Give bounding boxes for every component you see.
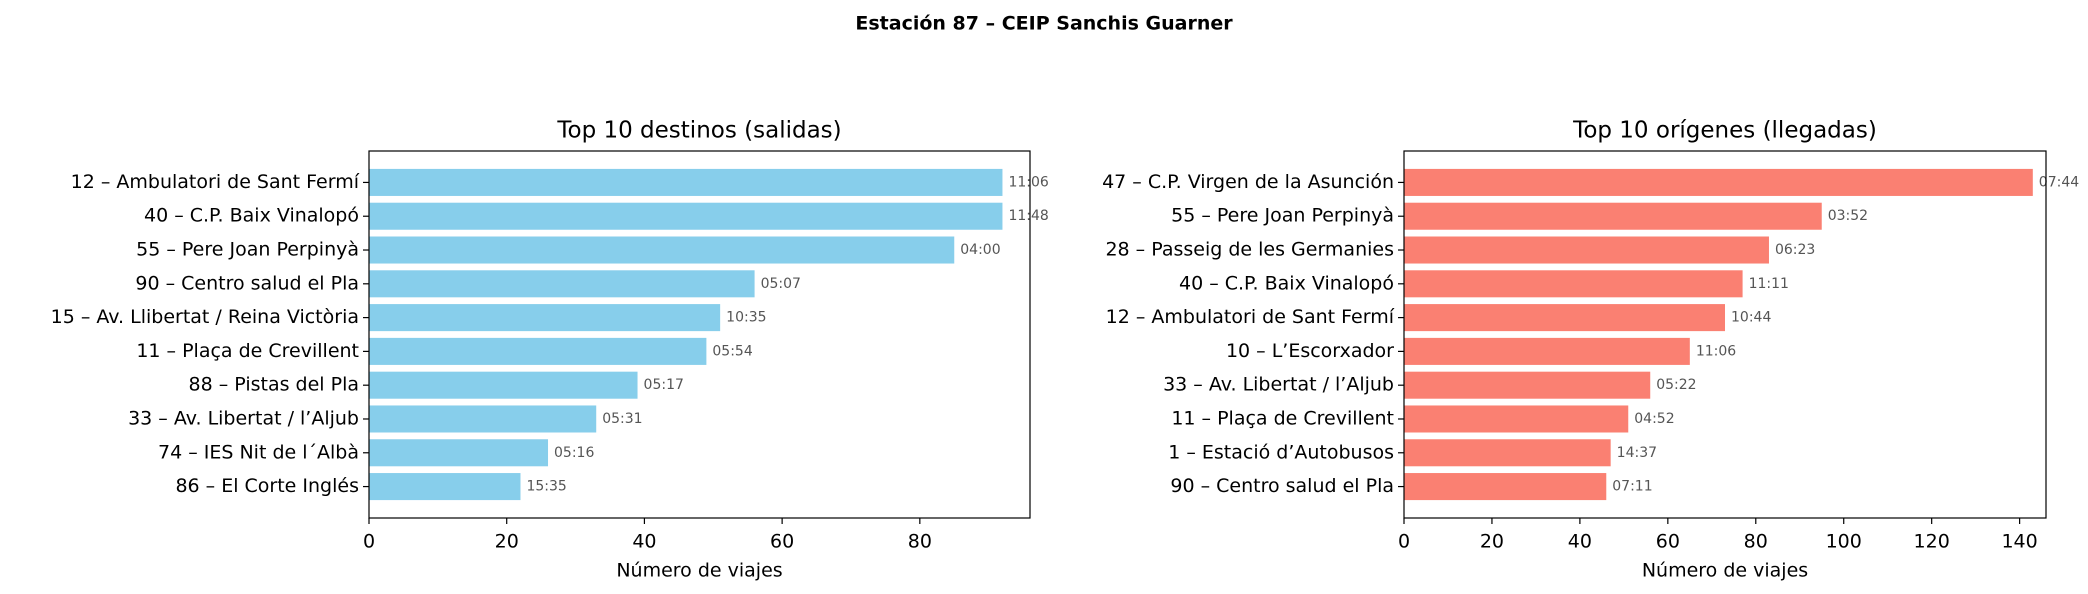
- bar: [369, 405, 597, 433]
- y-tick-label: 47 – C.P. Virgen de la Asunción: [1102, 171, 1394, 193]
- x-tick-label: 40: [632, 531, 656, 553]
- figure-title: Estación 87 – CEIP Sanchis Guarner: [855, 13, 1233, 35]
- x-tick-label: 0: [363, 531, 375, 553]
- bar-annotation: 14:37: [1617, 445, 1657, 461]
- bar-annotation: 15:35: [526, 479, 566, 495]
- bar: [369, 236, 955, 264]
- y-tick-label: 74 – IES Nit de l´Albà: [158, 441, 359, 463]
- x-tick-label: 20: [1480, 531, 1504, 553]
- x-tick-label: 100: [1826, 531, 1862, 553]
- x-tick-label: 60: [770, 531, 794, 553]
- bar-annotation: 05:07: [761, 276, 801, 292]
- bar-annotation: 11:11: [1749, 276, 1789, 292]
- bar: [1404, 202, 1822, 230]
- y-tick-label: 86 – El Corte Inglés: [175, 475, 359, 497]
- x-tick-label: 20: [495, 531, 519, 553]
- x-tick-label: 40: [1568, 531, 1592, 553]
- bar-annotation: 10:44: [1731, 310, 1771, 326]
- y-tick-label: 12 – Ambulatori de Sant Fermí: [1106, 306, 1395, 328]
- subplot-title: Top 10 destinos (salidas): [556, 118, 841, 144]
- bar: [369, 304, 721, 332]
- bar-annotation: 04:52: [1634, 411, 1674, 427]
- y-tick-label: 15 – Av. Llibertat / Reina Victòria: [51, 306, 359, 328]
- x-axis-label: Número de viajes: [616, 560, 782, 582]
- bar-annotation: 04:00: [960, 242, 1000, 258]
- y-tick-label: 90 – Centro salud el Pla: [1170, 475, 1394, 497]
- y-tick-label: 28 – Passeig de les Germanies: [1105, 239, 1394, 261]
- bar-annotation: 06:23: [1775, 242, 1815, 258]
- bar: [1404, 270, 1743, 298]
- y-tick-label: 55 – Pere Joan Perpinyà: [1171, 205, 1394, 227]
- bar: [1404, 473, 1607, 501]
- y-tick-label: 11 – Plaça de Crevillent: [1171, 407, 1394, 429]
- bar: [369, 168, 1003, 196]
- bar: [1404, 439, 1611, 467]
- y-tick-label: 11 – Plaça de Crevillent: [136, 340, 359, 362]
- y-tick-label: 90 – Centro salud el Pla: [135, 272, 359, 294]
- bar-annotation: 05:17: [644, 377, 684, 393]
- bar: [1404, 337, 1690, 365]
- bar: [369, 439, 549, 467]
- x-tick-label: 60: [1656, 531, 1680, 553]
- subplot-title: Top 10 orígenes (llegadas): [1572, 118, 1877, 144]
- bar: [369, 371, 638, 399]
- y-tick-label: 33 – Av. Libertat / l’Aljub: [1163, 374, 1394, 396]
- bar-annotation: 11:06: [1008, 174, 1048, 190]
- y-tick-label: 88 – Pistas del Pla: [189, 374, 359, 396]
- bar-annotation: 03:52: [1828, 208, 1868, 224]
- x-axis-label: Número de viajes: [1642, 560, 1808, 582]
- bar-annotation: 07:11: [1612, 479, 1652, 495]
- x-tick-label: 120: [1914, 531, 1950, 553]
- y-tick-label: 1 – Estació d’Autobusos: [1168, 441, 1394, 463]
- bar: [1404, 405, 1629, 433]
- bar-annotation: 05:16: [554, 445, 594, 461]
- bar: [369, 202, 1003, 230]
- bar-annotation: 05:22: [1656, 377, 1696, 393]
- x-tick-label: 0: [1398, 531, 1410, 553]
- bar-annotation: 11:48: [1008, 208, 1048, 224]
- y-tick-label: 12 – Ambulatori de Sant Fermí: [71, 171, 360, 193]
- y-tick-label: 10 – L’Escorxador: [1226, 340, 1394, 362]
- y-tick-label: 40 – C.P. Baix Vinalopó: [144, 205, 359, 227]
- bar-annotation: 05:31: [602, 411, 642, 427]
- bar: [1404, 371, 1651, 399]
- x-tick-label: 80: [1744, 531, 1768, 553]
- y-tick-label: 40 – C.P. Baix Vinalopó: [1179, 272, 1394, 294]
- bar-annotation: 07:44: [2039, 174, 2079, 190]
- bar: [369, 473, 521, 501]
- bar: [369, 270, 755, 298]
- x-tick-label: 140: [2001, 531, 2037, 553]
- bar-annotation: 11:06: [1696, 343, 1736, 359]
- plot-frame: [1403, 150, 2047, 519]
- bar-annotation: 10:35: [726, 310, 766, 326]
- bar: [1404, 236, 1769, 264]
- y-tick-label: 55 – Pere Joan Perpinyà: [136, 239, 359, 261]
- y-tick-label: 33 – Av. Libertat / l’Aljub: [128, 407, 359, 429]
- plot-frame: [368, 150, 1031, 519]
- bar: [369, 337, 707, 365]
- bar: [1404, 304, 1725, 332]
- bar: [1404, 168, 2033, 196]
- x-tick-label: 80: [908, 531, 932, 553]
- bar-annotation: 05:54: [712, 343, 752, 359]
